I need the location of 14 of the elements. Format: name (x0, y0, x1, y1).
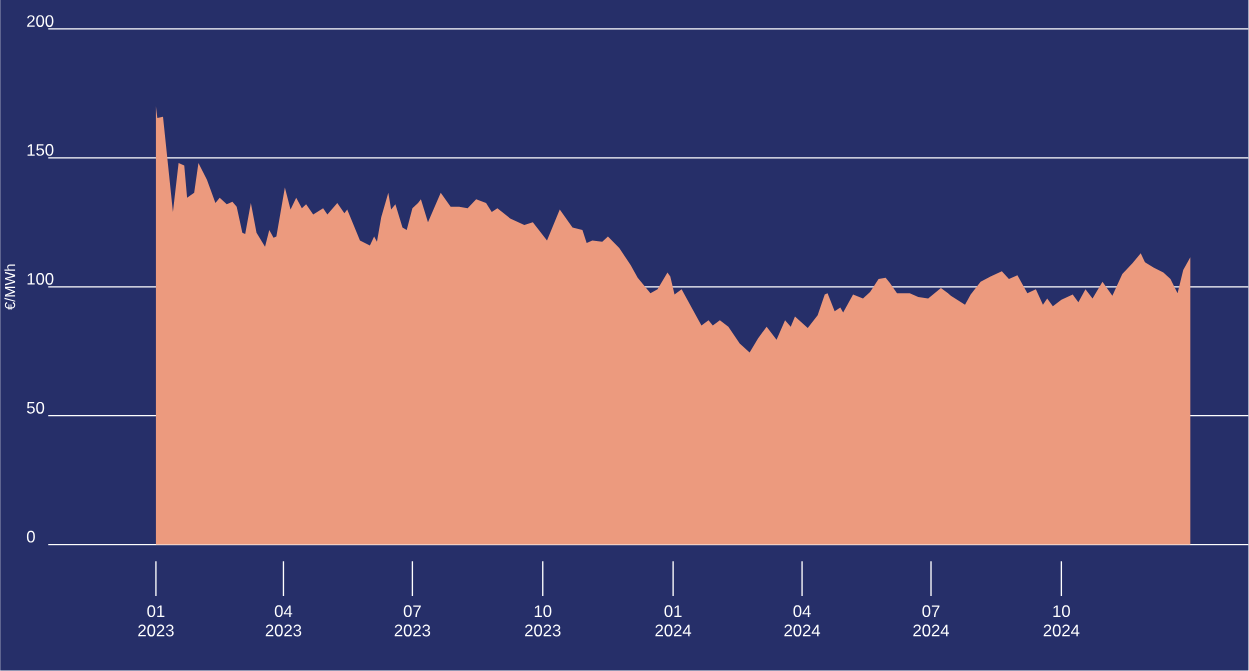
x-tick-label: 04 2024 (784, 605, 821, 637)
y-tick-label: 150 (27, 144, 54, 157)
x-tick-label: 07 2024 (913, 605, 950, 637)
x-tick-label: 04 2023 (265, 605, 302, 637)
y-axis-title: €/MWh (4, 264, 16, 311)
x-tick-label: 10 2023 (525, 605, 561, 637)
y-tick-label: 0 (26, 531, 35, 543)
x-tick-label: 01 2024 (655, 605, 692, 637)
y-tick-label: 100 (27, 273, 54, 285)
y-tick-label: 200 (27, 15, 54, 28)
y-tick-label: 50 (26, 402, 45, 414)
x-tick-label: 01 2023 (138, 605, 174, 637)
x-tick-label: 10 2024 (1043, 605, 1080, 637)
x-tick-label: 07 2023 (394, 605, 431, 637)
